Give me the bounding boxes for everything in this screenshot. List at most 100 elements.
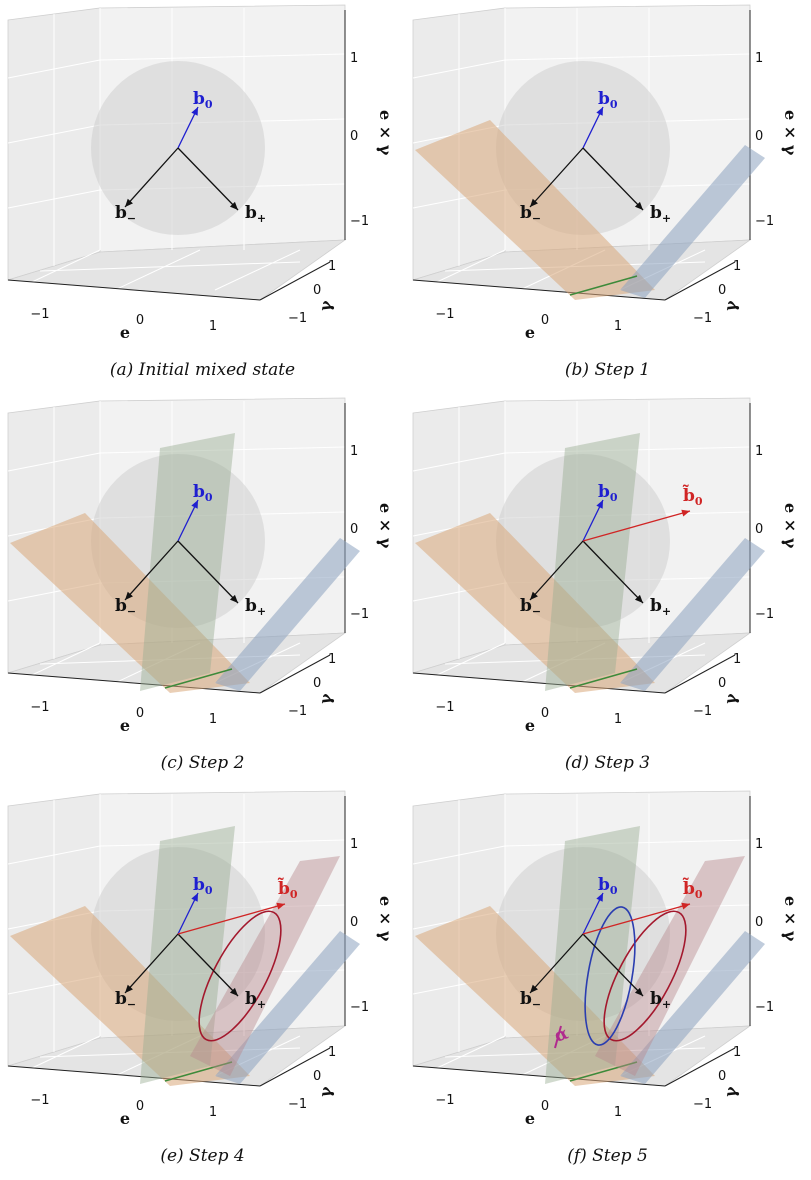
- b0-label: b0: [598, 89, 618, 111]
- e-axis-line: [412, 279, 666, 301]
- panel-a: b0 b− b+ −1 0 1 e 1 0 −1 γ 1 0 −1 e × γ (a) Initial mi…: [0, 0, 405, 393]
- gamma-axis-label: γ: [720, 1085, 741, 1099]
- caption-f: (f) Step 5: [567, 1146, 648, 1166]
- b0-label: b0: [598, 482, 618, 504]
- green-plane: [140, 433, 235, 691]
- gamma-axis-label: γ: [720, 299, 741, 313]
- b0-label: b0: [193, 482, 213, 504]
- gamma-tick: 1: [733, 1045, 741, 1060]
- bplus-label: b+: [245, 989, 266, 1011]
- bminus-label: b−: [520, 203, 541, 225]
- z-tick: 0: [350, 915, 358, 930]
- z-tick: 1: [350, 837, 358, 852]
- bplus-arrow: [177, 147, 239, 211]
- blue-plane: [620, 538, 765, 691]
- orange-plane: [415, 120, 655, 300]
- intersection-line: [569, 275, 638, 296]
- intersection-line: [164, 1061, 233, 1082]
- b0-arrow-head: [191, 500, 198, 509]
- blue-ellipse: [584, 906, 636, 1046]
- btilde-label: b̃0: [682, 484, 703, 508]
- grid-back-h: [504, 446, 751, 454]
- bplus-arrow-head: [229, 201, 238, 210]
- grid-back-h: [504, 53, 751, 61]
- z-tick: 1: [755, 444, 763, 459]
- gamma-tick: 1: [733, 652, 741, 667]
- bminus-label: b−: [115, 203, 136, 225]
- z-tick: −1: [755, 214, 774, 229]
- bplus-arrow: [582, 147, 644, 211]
- gamma-axis-label: γ: [315, 692, 336, 706]
- grid-back-h: [504, 839, 751, 847]
- bminus-arrow-head: [125, 198, 133, 207]
- pink-plane: [595, 856, 745, 1076]
- z-tick: −1: [755, 1000, 774, 1015]
- bminus-label: b−: [520, 989, 541, 1011]
- bplus-label: b+: [650, 596, 671, 618]
- z-tick: 1: [755, 51, 763, 66]
- gamma-tick: 1: [328, 1045, 336, 1060]
- b0-arrow-head: [596, 107, 603, 116]
- bminus-arrow-head: [125, 984, 133, 993]
- green-plane: [545, 433, 640, 691]
- bminus-arrow: [124, 933, 179, 994]
- e-tick: −1: [435, 307, 454, 322]
- gamma-axis-line: [664, 654, 736, 694]
- gamma-tick: 1: [733, 259, 741, 274]
- grid-back-h: [99, 511, 346, 519]
- z-tick: 0: [755, 129, 763, 144]
- e-tick: 1: [614, 712, 622, 727]
- blue-plane: [215, 931, 360, 1084]
- bplus-arrow: [177, 540, 239, 604]
- e-tick: −1: [435, 700, 454, 715]
- bplus-arrow-head: [634, 594, 643, 603]
- gamma-tick: −1: [288, 704, 307, 719]
- z-tick: 0: [350, 129, 358, 144]
- bplus-label: b+: [245, 203, 266, 225]
- bplus-arrow: [177, 933, 239, 997]
- caption-c: (c) Step 2: [160, 753, 245, 773]
- b0-arrow-head: [191, 893, 198, 902]
- gamma-tick: 0: [313, 676, 321, 691]
- bminus-arrow: [124, 540, 179, 601]
- grid-back-h: [99, 53, 346, 61]
- panel-e: b0 b− b+ b̃0 −1 0 1 e 1 0 −1 γ 1 0 −1 e × γ (e) Step 4: [0, 786, 405, 1179]
- b0-label: b0: [193, 875, 213, 897]
- panel-f: α b0 b− b+ b̃0 −1 0 1 e 1 0 −1 γ 1 0 −1 e × γ (f) Step 5: [405, 786, 810, 1179]
- btilde-arrow: [177, 903, 286, 935]
- green-plane: [140, 826, 235, 1084]
- bminus-arrow-head: [530, 198, 538, 207]
- gamma-axis-line: [259, 261, 331, 301]
- e-tick: 1: [209, 712, 217, 727]
- btilde-arrow-head: [681, 902, 690, 910]
- caption-e: (e) Step 4: [160, 1146, 245, 1166]
- e-axis-label: e: [525, 323, 535, 342]
- e-tick: 1: [209, 1105, 217, 1120]
- e-tick: 0: [136, 1099, 144, 1114]
- e-axis-label: e: [525, 716, 535, 735]
- bminus-label: b−: [115, 989, 136, 1011]
- e-axis-label: e: [120, 1109, 130, 1128]
- alpha-arc: [554, 1025, 562, 1049]
- intersection-line: [569, 668, 638, 689]
- z-tick: −1: [350, 214, 369, 229]
- exg-axis-label: e × γ: [781, 896, 800, 942]
- orange-plane: [10, 906, 250, 1086]
- gamma-tick: −1: [693, 1097, 712, 1112]
- z-tick: 0: [350, 522, 358, 537]
- e-tick: 1: [209, 319, 217, 334]
- b0-arrow-head: [191, 107, 198, 116]
- btilde-arrow-head: [276, 902, 285, 910]
- bplus-label: b+: [650, 989, 671, 1011]
- z-tick: −1: [755, 607, 774, 622]
- e-tick: −1: [435, 1093, 454, 1108]
- z-tick: −1: [350, 607, 369, 622]
- exg-axis-label: e × γ: [781, 503, 800, 549]
- btilde-arrow: [582, 903, 691, 935]
- exg-axis-label: e × γ: [781, 110, 800, 156]
- gamma-tick: 0: [313, 283, 321, 298]
- z-tick: 0: [755, 915, 763, 930]
- grid-back-h: [504, 904, 751, 912]
